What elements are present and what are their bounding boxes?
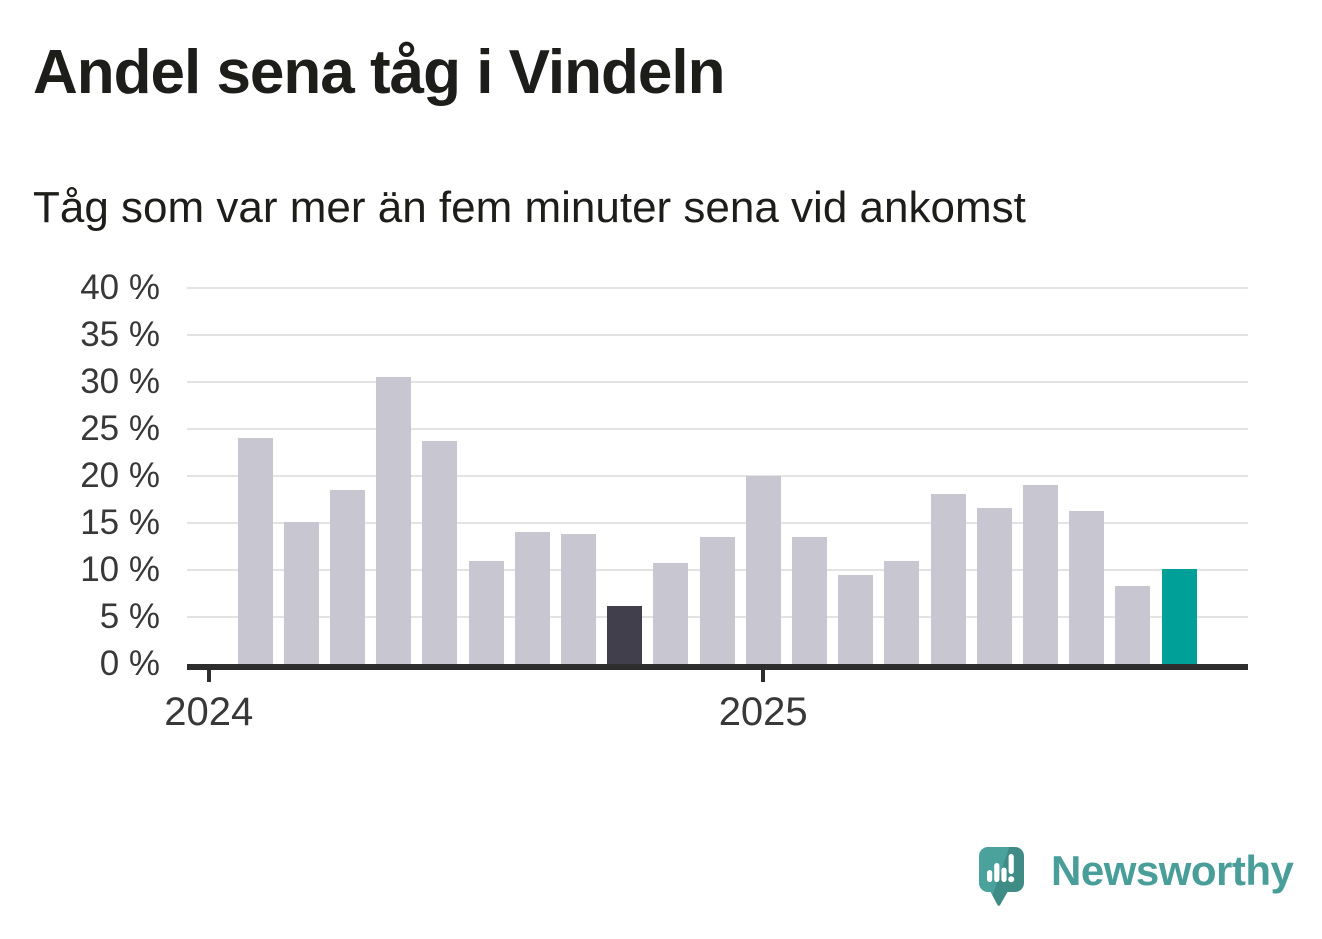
bar-2025-02 (791, 537, 827, 664)
y-tick-label: 25 % (80, 409, 160, 448)
chart-title: Andel sena tåg i Vindeln (33, 38, 725, 107)
y-tick-label: 40 % (80, 268, 160, 307)
bar-2024-02 (237, 438, 273, 664)
gridline-40 (187, 287, 1248, 289)
bar-2024-09 (560, 534, 596, 664)
x-tick-label-2024: 2024 (164, 690, 254, 734)
bar-2025-07 (1022, 485, 1058, 664)
newsworthy-bubble-chart-icon (979, 847, 1024, 906)
bar-2024-05 (376, 377, 412, 664)
bar-chart-glyph (987, 854, 1015, 883)
y-tick-label: 10 % (80, 550, 160, 589)
bar-2024-04 (329, 490, 365, 664)
newsworthy-logo: Newsworthy (978, 846, 1294, 908)
bar-2025-10 (1161, 569, 1197, 664)
x-tick-label-2025: 2025 (718, 690, 808, 734)
y-tick-label: 0 % (99, 644, 160, 683)
bar-2025-06 (976, 507, 1012, 664)
bar-2025-04 (884, 560, 920, 664)
exclamation-dot (1008, 876, 1015, 883)
chart-subtitle: Tåg som var mer än fem minuter sena vid … (33, 183, 1026, 232)
gridline-20 (187, 475, 1248, 477)
bar-2024-03 (283, 522, 319, 664)
bar-2025-05 (930, 493, 966, 664)
gridline-30 (187, 381, 1248, 383)
y-tick-label: 30 % (80, 362, 160, 401)
gridline-35 (187, 334, 1248, 336)
y-tick-label: 15 % (80, 503, 160, 542)
x-axis-line (187, 664, 1248, 670)
y-tick-label: 35 % (80, 315, 160, 354)
bar-2025-03 (838, 574, 874, 664)
bar-2024-06 (422, 441, 458, 664)
exclamation-stem (1008, 854, 1014, 874)
bar-2025-09 (1115, 585, 1151, 664)
y-tick-label: 5 % (99, 597, 160, 636)
y-tick-label: 20 % (80, 456, 160, 495)
bar-2024-12 (699, 537, 735, 664)
bar-2025-08 (1069, 510, 1105, 664)
bar-2024-07 (468, 560, 504, 664)
bar-2024-08 (514, 532, 550, 664)
bar-2024-10 (607, 605, 643, 664)
gridline-15 (187, 522, 1248, 524)
x-tick-2024 (206, 670, 211, 682)
bar-2024-11 (653, 563, 689, 664)
bar-2025-01 (745, 476, 781, 664)
x-tick-2025 (761, 670, 766, 682)
gridline-25 (187, 428, 1248, 430)
newsworthy-wordmark: Newsworthy (1051, 847, 1294, 894)
